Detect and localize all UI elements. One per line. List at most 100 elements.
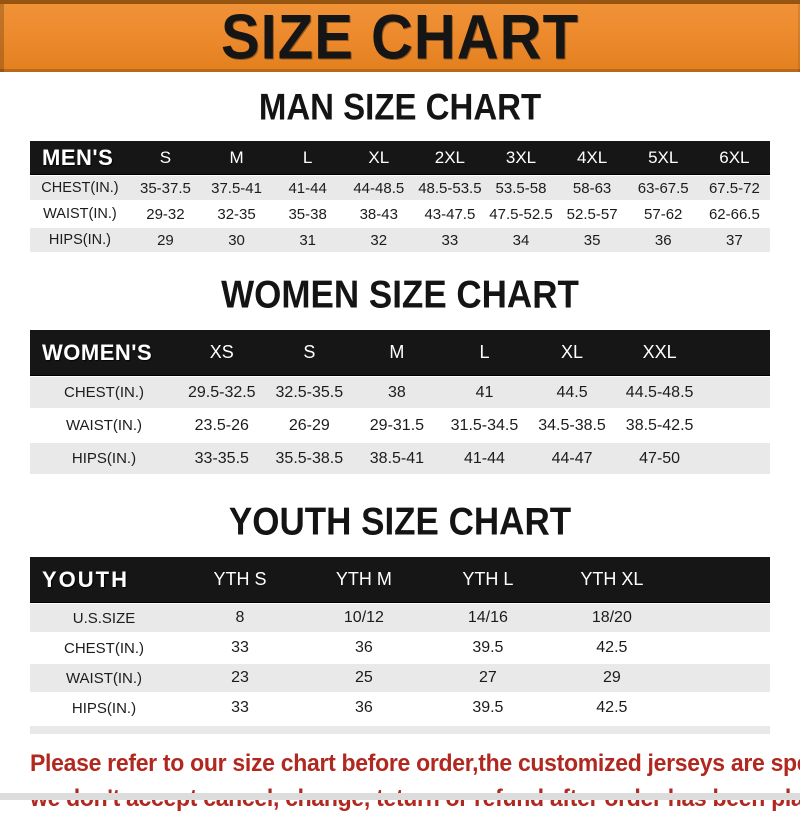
size-cell: 41-44	[272, 176, 344, 200]
row-label: HIPS(IN.)	[30, 228, 130, 252]
size-cell: 41-44	[440, 443, 529, 474]
column-header: S	[265, 330, 354, 375]
table-header-group: YOUTH YTH S YTH M YTH L YTH XL	[30, 557, 770, 602]
row-label: CHEST(IN.)	[30, 176, 130, 200]
size-cell: 32.5-35.5	[265, 377, 354, 408]
women-section: WOMEN SIZE CHART WOMEN'S XS S M L XL XXL CHEST(…	[0, 273, 800, 476]
size-cell: 62-66.5	[698, 202, 770, 226]
notice-line-1: Please refer to our size chart before or…	[30, 749, 800, 777]
youth-section-heading: YOUTH SIZE CHART	[0, 499, 800, 544]
blank-cell	[673, 694, 770, 722]
size-cell: 47-50	[615, 443, 704, 474]
size-cell: 34.5-38.5	[528, 410, 616, 441]
size-cell: 31.5-34.5	[440, 410, 529, 441]
size-cell: 67.5-72	[698, 176, 770, 200]
size-cell: 29	[549, 664, 674, 692]
size-cell: 34	[485, 228, 557, 252]
column-header: M	[201, 141, 273, 174]
size-cell: 36	[301, 634, 426, 662]
table-row: WAIST(IN.) 23 25 27 29	[30, 664, 770, 692]
table-body: CHEST(IN.) 29.5-32.5 32.5-35.5 38 41 44.5 44.5…	[30, 377, 770, 474]
size-cell: 36	[301, 694, 426, 722]
column-header: YTH S	[178, 557, 302, 602]
blank-cell	[703, 377, 770, 408]
size-cell: 29	[129, 228, 201, 252]
row-label: WAIST(IN.)	[30, 664, 178, 692]
column-header: S	[129, 141, 201, 174]
size-cell: 39.5	[425, 634, 550, 662]
column-header: XL	[528, 330, 616, 375]
blank-cell	[703, 410, 770, 441]
table-header-row: YOUTH YTH S YTH M YTH L YTH XL	[30, 557, 770, 602]
size-cell: 14/16	[425, 604, 550, 632]
size-cell: 27	[425, 664, 550, 692]
column-header: XXL	[615, 330, 704, 375]
size-cell: 38-43	[343, 202, 415, 226]
row-label: HIPS(IN.)	[30, 694, 178, 722]
row-label: HIPS(IN.)	[30, 443, 178, 474]
table-row: HIPS(IN.) 33-35.5 35.5-38.5 38.5-41 41-44 44-…	[30, 443, 770, 474]
table-row: HIPS(IN.) 29 30 31 32 33 34 35 36 37	[30, 228, 770, 252]
table-group-label: YOUTH	[30, 557, 178, 602]
column-header: YTH XL	[549, 557, 674, 602]
table-header-group: MEN'S S M L XL 2XL 3XL 4XL 5XL 6XL	[30, 141, 770, 174]
women-section-heading: WOMEN SIZE CHART	[0, 273, 800, 317]
youth-size-table: YOUTH YTH S YTH M YTH L YTH XL U.S.SIZE 8 10/12…	[30, 555, 770, 724]
size-cell: 37.5-41	[201, 176, 273, 200]
size-cell: 8	[178, 604, 302, 632]
size-cell: 23.5-26	[178, 410, 266, 441]
youth-section: YOUTH SIZE CHART YOUTH YTH S YTH M YTH L YTH…	[0, 499, 800, 734]
size-chart-title: SIZE CHART	[221, 2, 579, 73]
row-label: CHEST(IN.)	[30, 634, 178, 662]
column-header: M	[353, 330, 441, 375]
column-header: YTH M	[301, 557, 426, 602]
table-row: WAIST(IN.) 23.5-26 26-29 29-31.5 31.5-34.5 34…	[30, 410, 770, 441]
table-row: U.S.SIZE 8 10/12 14/16 18/20	[30, 604, 770, 632]
blank-header-cell	[673, 557, 770, 602]
size-cell: 33-35.5	[178, 443, 266, 474]
size-cell: 44-48.5	[343, 176, 415, 200]
size-cell: 57-62	[627, 202, 699, 226]
size-cell: 53.5-58	[485, 176, 557, 200]
blank-cell	[673, 604, 770, 632]
size-cell: 32	[343, 228, 415, 252]
men-section-heading: MAN SIZE CHART	[0, 86, 800, 127]
size-cell: 44.5	[528, 377, 616, 408]
size-cell: 41	[440, 377, 529, 408]
size-cell: 30	[201, 228, 273, 252]
size-cell: 37	[698, 228, 770, 252]
table-group-label: WOMEN'S	[30, 330, 178, 375]
blank-header-cell	[703, 330, 770, 375]
size-cell: 52.5-57	[556, 202, 628, 226]
size-cell: 29.5-32.5	[178, 377, 266, 408]
size-cell: 35	[556, 228, 628, 252]
size-cell: 38.5-42.5	[615, 410, 704, 441]
size-cell: 35.5-38.5	[265, 443, 354, 474]
size-cell: 33	[178, 694, 302, 722]
table-group-label: MEN'S	[30, 141, 130, 174]
women-size-table: WOMEN'S XS S M L XL XXL CHEST(IN.) 29.5-32.5 32.5…	[30, 328, 770, 476]
size-cell: 39.5	[425, 694, 550, 722]
youth-section-heading-text: YOUTH SIZE CHART	[228, 499, 572, 544]
size-cell: 23	[178, 664, 302, 692]
youth-table-footer-strip	[30, 726, 770, 734]
size-cell: 26-29	[265, 410, 354, 441]
size-cell: 25	[301, 664, 426, 692]
table-body: CHEST(IN.) 35-37.5 37.5-41 41-44 44-48.5 48.5…	[30, 176, 770, 252]
table-body: U.S.SIZE 8 10/12 14/16 18/20 CHEST(IN.) 33 36 39…	[30, 604, 770, 722]
size-cell: 10/12	[301, 604, 426, 632]
column-header: L	[272, 141, 344, 174]
column-header: XS	[178, 330, 266, 375]
size-chart-banner: SIZE CHART	[0, 0, 800, 72]
table-row: CHEST(IN.) 33 36 39.5 42.5	[30, 634, 770, 662]
size-cell: 31	[272, 228, 344, 252]
column-header: 2XL	[414, 141, 486, 174]
row-label: CHEST(IN.)	[30, 377, 178, 408]
blank-cell	[673, 664, 770, 692]
size-cell: 33	[414, 228, 486, 252]
size-cell: 44-47	[528, 443, 616, 474]
size-cell: 43-47.5	[414, 202, 486, 226]
size-cell: 63-67.5	[627, 176, 699, 200]
table-row: HIPS(IN.) 33 36 39.5 42.5	[30, 694, 770, 722]
row-label: WAIST(IN.)	[30, 202, 130, 226]
